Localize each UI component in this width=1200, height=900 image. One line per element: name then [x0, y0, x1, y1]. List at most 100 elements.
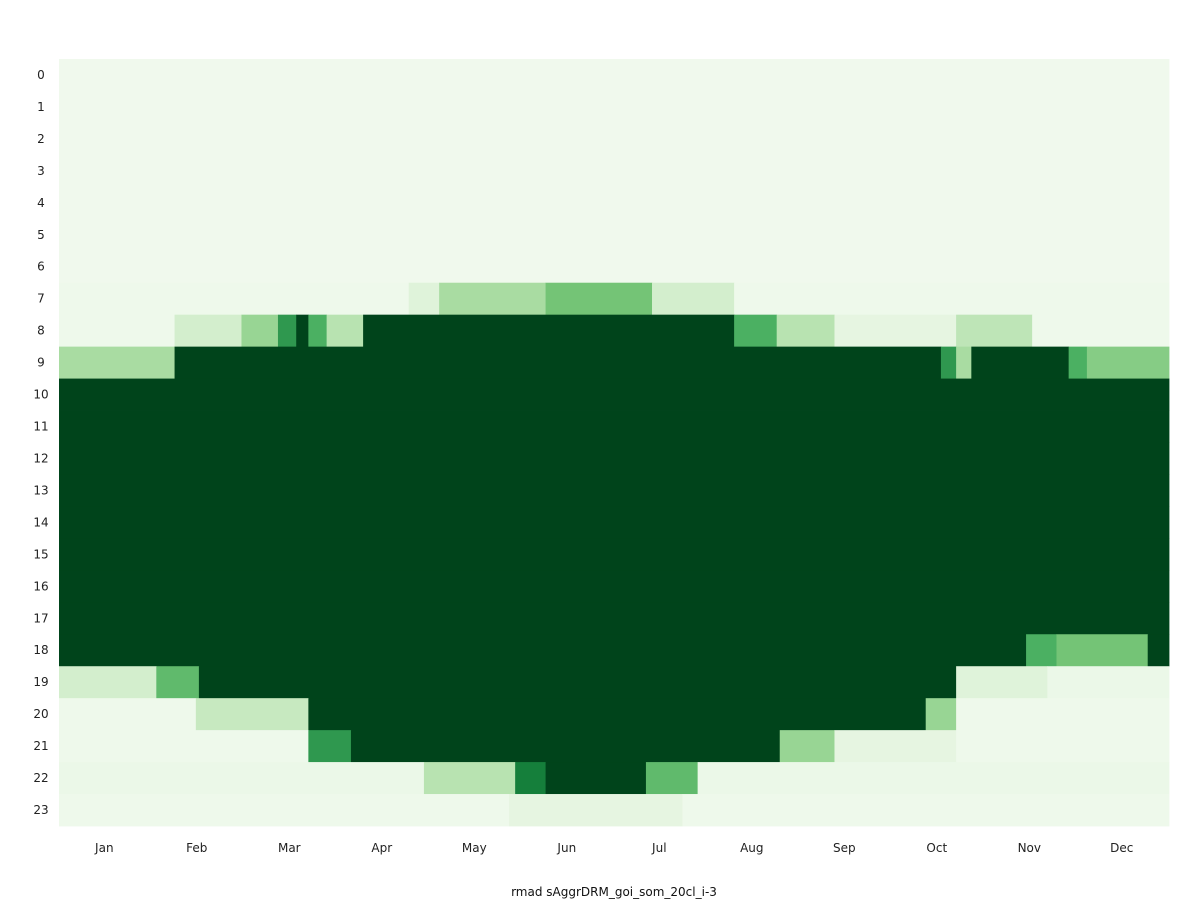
- y-tick-label: 11: [33, 420, 48, 434]
- heatmap-cell: [515, 762, 546, 795]
- heatmap-cell: [59, 794, 510, 827]
- x-tick-label: Sep: [833, 841, 856, 855]
- heatmap-cell: [408, 282, 440, 316]
- heatmap-cell: [545, 282, 653, 316]
- heatmap-cell: [682, 794, 1170, 827]
- y-tick-label: 3: [37, 164, 45, 178]
- heatmap-cell: [1068, 346, 1088, 379]
- y-tick-label: 6: [37, 260, 45, 274]
- heatmap-cell: [277, 314, 297, 348]
- heatmap-cell: [779, 730, 835, 763]
- heatmap-cell: [59, 506, 1170, 539]
- heatmap-cell: [925, 698, 957, 731]
- heatmap-cell: [956, 730, 1170, 763]
- heatmap-cell: [1047, 666, 1170, 699]
- x-tick-label: Jan: [94, 841, 114, 855]
- y-tick-label: 0: [37, 68, 45, 82]
- heatmap-cell: [174, 346, 942, 379]
- x-axis-label: rmad sAggrDRM_goi_som_20cl_i-3: [511, 885, 717, 899]
- y-tick-label: 20: [33, 707, 48, 721]
- heatmap-cell: [326, 314, 364, 348]
- heatmap-cell: [59, 218, 1170, 252]
- heatmap-cell: [59, 122, 1170, 156]
- x-tick-label: Oct: [926, 841, 947, 855]
- heatmap-cell: [1056, 634, 1149, 667]
- heatmap-cell: [59, 698, 197, 731]
- y-tick-label: 14: [33, 515, 48, 529]
- heatmap-cell: [776, 314, 835, 348]
- heatmap-cell: [59, 666, 157, 699]
- y-tick-label: 12: [33, 452, 48, 466]
- heatmap-cell: [956, 346, 972, 379]
- x-tick-label: Nov: [1018, 841, 1041, 855]
- y-tick-label: 2: [37, 132, 45, 146]
- heatmap-cell: [350, 730, 781, 763]
- y-tick-label: 9: [37, 356, 45, 370]
- x-tick-label: Apr: [371, 841, 392, 855]
- heatmap-cell: [59, 634, 1027, 667]
- heatmap-cell: [59, 762, 425, 795]
- heatmap-cell: [734, 282, 1170, 316]
- heatmap-cell: [1086, 346, 1170, 379]
- heatmap-cell: [308, 698, 927, 731]
- heatmap-cell: [834, 730, 957, 763]
- heatmap-cell: [1147, 634, 1170, 667]
- heatmap-cell: [971, 346, 1070, 379]
- x-tick-label: Jun: [556, 841, 576, 855]
- y-tick-label: 19: [33, 675, 48, 689]
- heatmap-cell: [59, 90, 1170, 124]
- heatmap-plot-area: [59, 59, 1170, 827]
- heatmap-cell: [423, 762, 516, 795]
- y-tick-label: 13: [33, 483, 48, 497]
- heatmap-cell: [198, 666, 957, 699]
- heatmap-cell: [59, 346, 175, 379]
- y-tick-label: 4: [37, 196, 45, 210]
- x-tick-label: Dec: [1110, 841, 1133, 855]
- heatmap-cell: [59, 474, 1170, 507]
- y-tick-label: 23: [33, 803, 48, 817]
- heatmap-cell: [308, 314, 328, 348]
- heatmap-cell: [59, 154, 1170, 188]
- heatmap-cell: [59, 250, 1170, 284]
- heatmap-cell: [59, 602, 1170, 635]
- heatmap-cell: [363, 314, 735, 348]
- heatmap-cell: [956, 666, 1048, 699]
- x-tick-label: Aug: [740, 841, 763, 855]
- x-tick-label: Mar: [278, 841, 301, 855]
- heatmap-cell: [59, 410, 1170, 443]
- heatmap-cell: [1026, 634, 1057, 667]
- heatmap-cell: [59, 186, 1170, 220]
- y-tick-label: 17: [33, 611, 48, 625]
- heatmap-cell: [59, 314, 175, 348]
- y-tick-label: 16: [33, 579, 48, 593]
- heatmap-cell: [645, 762, 699, 795]
- heatmap-cell: [59, 730, 309, 763]
- y-tick-label: 18: [33, 643, 48, 657]
- heatmap-cell: [545, 762, 647, 795]
- y-tick-label: 10: [33, 388, 48, 402]
- heatmap-cell: [59, 59, 1170, 92]
- heatmap-cell: [734, 314, 778, 348]
- heatmap-cell: [59, 282, 410, 316]
- heatmap-cell: [308, 730, 352, 763]
- x-axis-tick-labels: Jan Feb Mar Apr May Jun Jul Aug Sep Oct Nov Dec: [94, 841, 1133, 855]
- y-tick-label: 5: [37, 228, 45, 242]
- heatmap-cell: [940, 346, 957, 379]
- y-tick-label: 22: [33, 771, 48, 785]
- heatmap-cell: [652, 282, 735, 316]
- y-tick-label: 21: [33, 739, 48, 753]
- heatmap-cell: [697, 762, 1170, 795]
- y-tick-label: 7: [37, 292, 45, 306]
- heatmap-cell: [509, 794, 683, 827]
- heatmap-cell: [156, 666, 200, 699]
- y-tick-label: 8: [37, 324, 45, 338]
- heatmap-cell: [195, 698, 309, 731]
- x-tick-label: May: [462, 841, 487, 855]
- heatmap-cell: [956, 314, 1033, 348]
- x-tick-label: Feb: [186, 841, 207, 855]
- heatmap-cell: [439, 282, 546, 316]
- heatmap-cell: [59, 538, 1170, 571]
- heatmap-cell: [59, 442, 1170, 475]
